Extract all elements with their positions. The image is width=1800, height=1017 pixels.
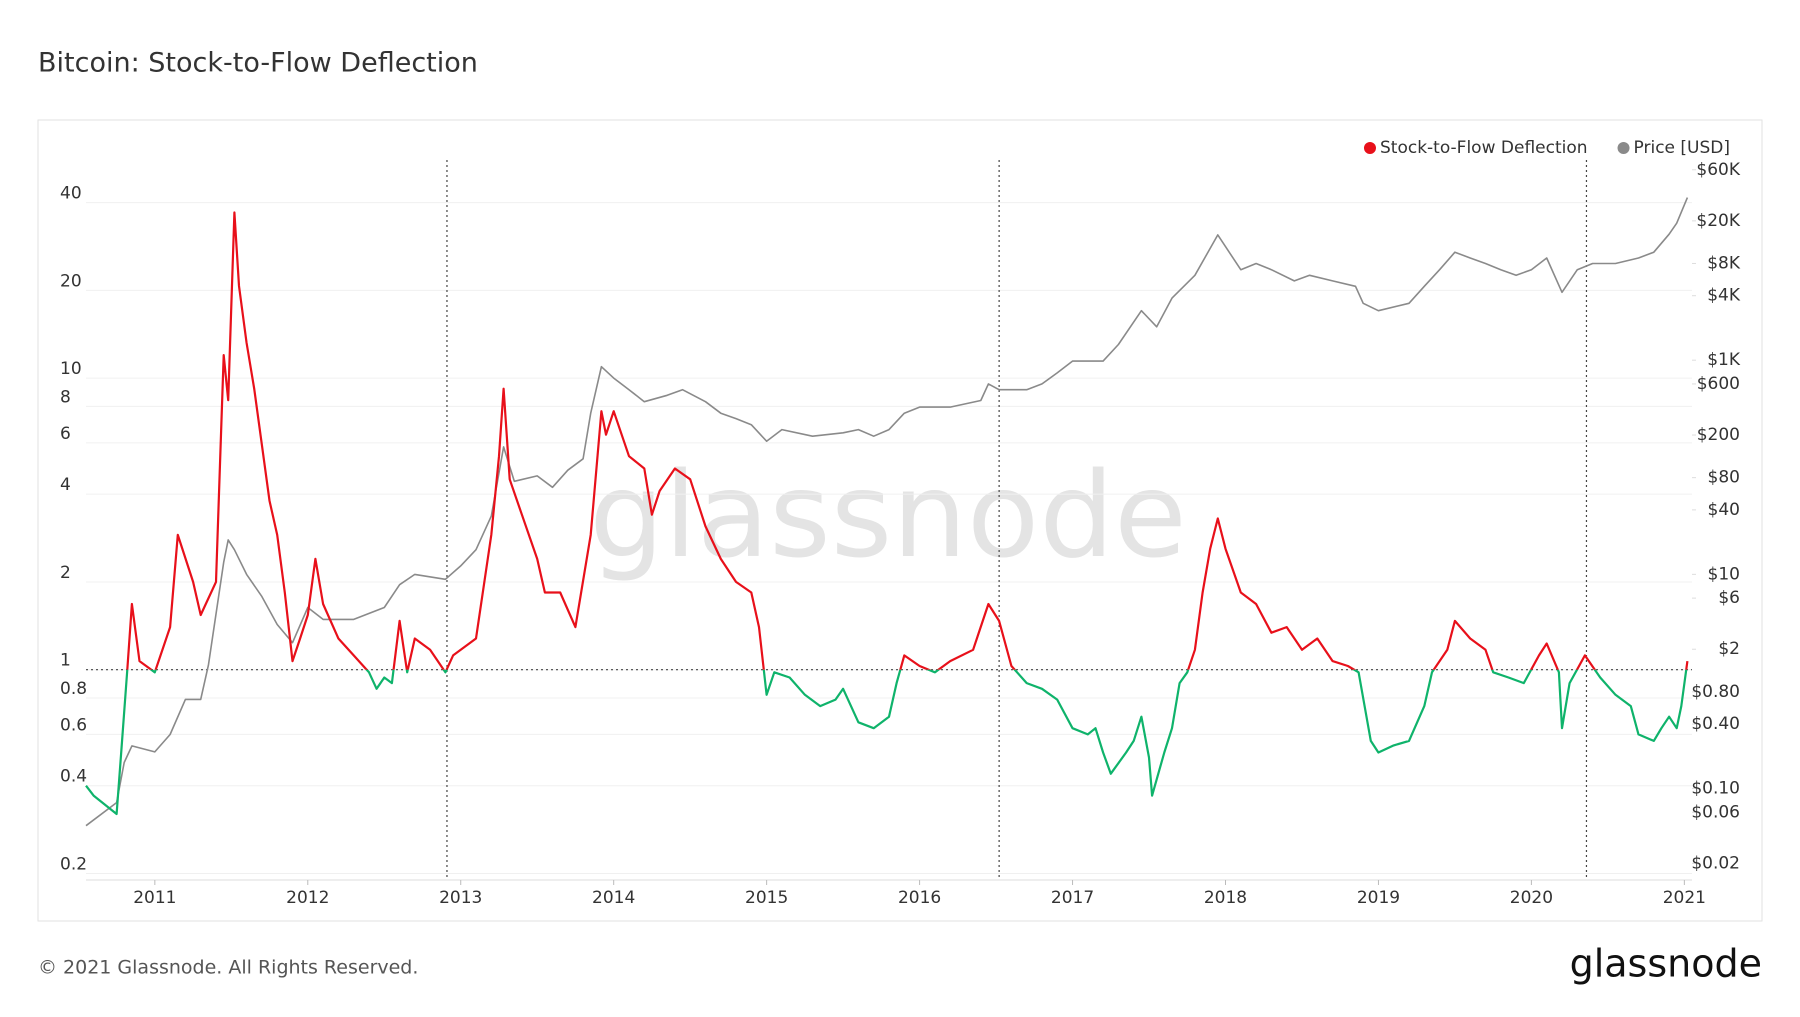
y2-tick-label: $600 (1697, 374, 1740, 394)
y2-tick-label: $20K (1696, 211, 1740, 231)
series-line-above (126, 211, 1689, 670)
logo: glassnode (1570, 942, 1762, 986)
series-line (85, 197, 1689, 827)
watermark: glassnode (589, 446, 1186, 584)
legend-label: Price [USD] (1634, 138, 1730, 158)
x-tick-label: 2014 (592, 888, 635, 908)
y2-tick-label: $200 (1697, 425, 1740, 445)
y-tick-label: 4 (60, 475, 71, 495)
series-line-below (85, 669, 1688, 816)
y2-tick-label: $40 (1708, 500, 1740, 520)
y2-tick-label: $0.40 (1691, 714, 1740, 734)
y2-tick-label: $60K (1696, 160, 1740, 180)
chart-title: Bitcoin: Stock-to-Flow Deflection (38, 48, 478, 79)
y2-tick-label: $10 (1708, 564, 1740, 584)
legend-swatch (1617, 142, 1630, 154)
y-tick-label: 20 (60, 271, 82, 291)
x-tick-label: 2018 (1204, 888, 1247, 908)
x-tick-label: 2019 (1357, 888, 1400, 908)
legend-swatch (1363, 142, 1376, 154)
y-tick-label: 0.4 (60, 767, 87, 787)
y2-tick-label: $1K (1707, 350, 1741, 370)
x-tick-label: 2012 (286, 888, 329, 908)
y-tick-label: 0.8 (60, 679, 87, 699)
y2-tick-label: $0.10 (1691, 779, 1740, 799)
x-tick-label: 2015 (745, 888, 788, 908)
y-tick-label: 0.2 (60, 855, 87, 875)
y2-tick-label: $8K (1707, 253, 1741, 273)
x-tick-label: 2016 (898, 888, 941, 908)
y2-tick-label: $80 (1708, 468, 1740, 488)
x-tick-label: 2011 (133, 888, 176, 908)
x-tick-label: 2013 (439, 888, 482, 908)
chart-frame (37, 119, 1763, 922)
y2-tick-label: $0.06 (1691, 802, 1740, 822)
y-tick-label: 1 (60, 651, 71, 671)
y2-tick-label: $0.02 (1691, 853, 1740, 873)
legend-label: Stock-to-Flow Deflection (1380, 138, 1588, 158)
x-tick-label: 2021 (1663, 888, 1706, 908)
y-tick-label: 40 (60, 184, 82, 204)
y-tick-label: 6 (60, 424, 71, 444)
y-tick-label: 2 (60, 563, 71, 583)
y-tick-label: 0.6 (60, 715, 87, 735)
y2-tick-label: $0.80 (1691, 682, 1740, 702)
y2-tick-label: $2 (1718, 639, 1740, 659)
y-tick-label: 8 (60, 387, 71, 407)
y-tick-label: 10 (60, 359, 82, 379)
x-tick-label: 2017 (1051, 888, 1094, 908)
x-tick-label: 2020 (1510, 888, 1553, 908)
footer: © 2021 Glassnode. All Rights Reserved. (38, 957, 418, 979)
y2-tick-label: $4K (1707, 286, 1741, 306)
y2-tick-label: $6 (1718, 588, 1740, 608)
